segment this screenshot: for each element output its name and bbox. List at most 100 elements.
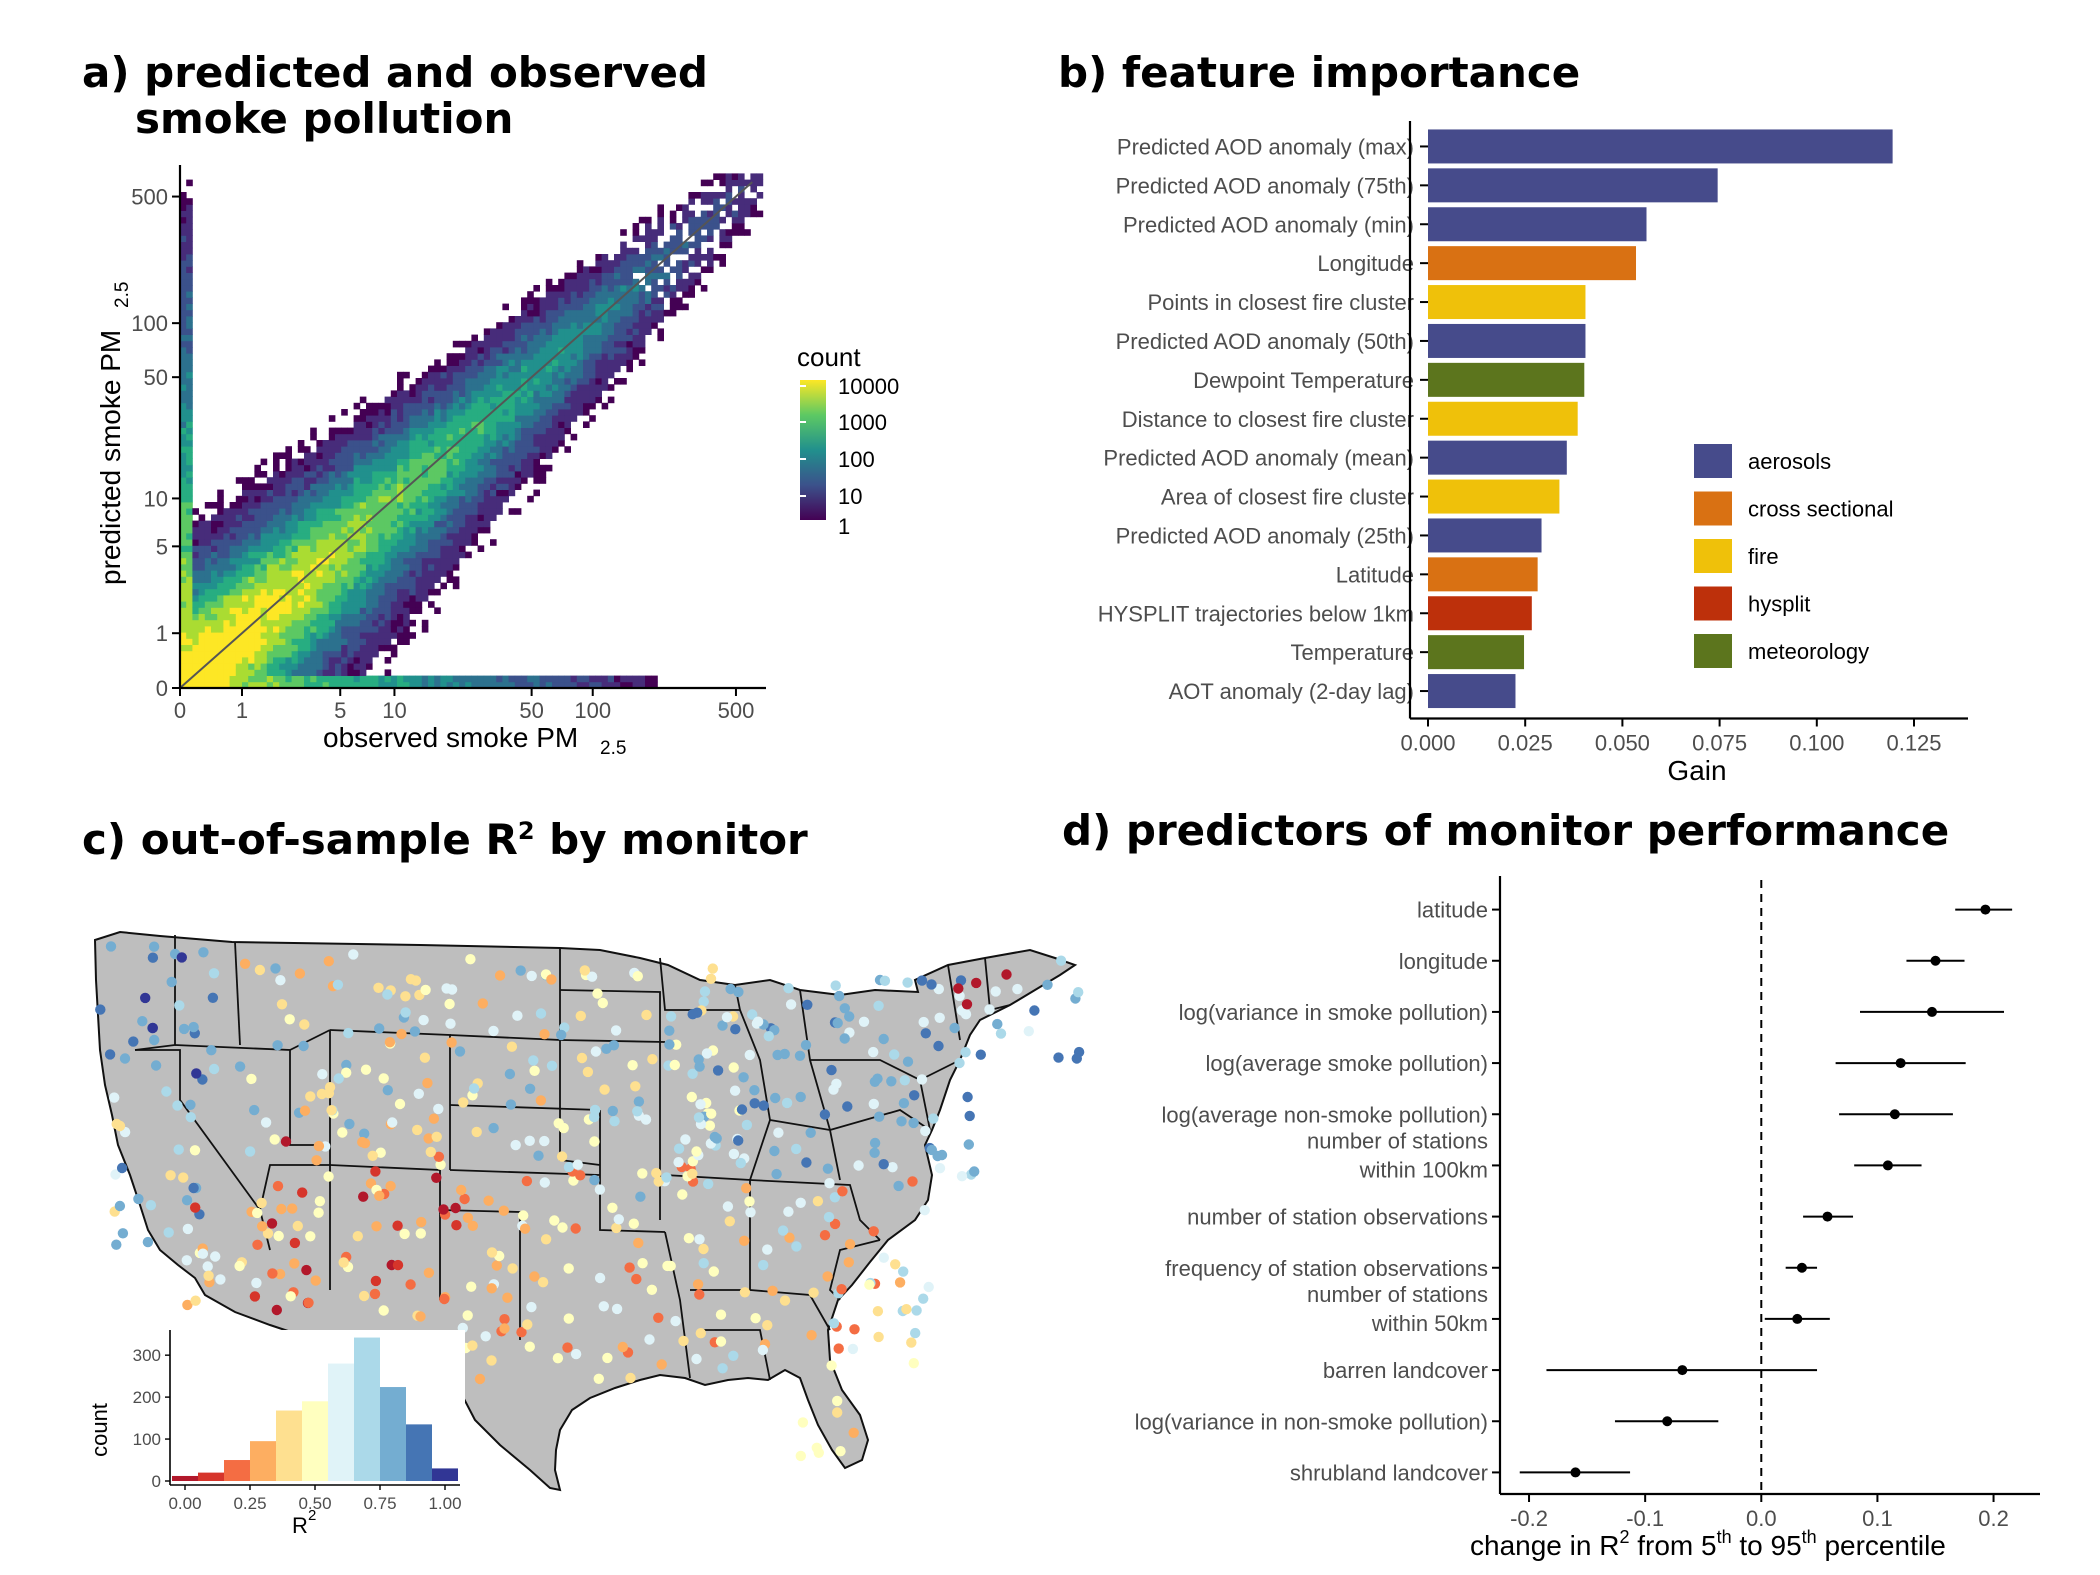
monitor-dot: [722, 1201, 734, 1212]
heatmap-cell: [626, 309, 633, 317]
heatmap-cell: [378, 508, 385, 515]
heatmap-cell: [223, 576, 230, 583]
heatmap-cell: [428, 433, 435, 441]
histogram-x-tick-label: 1.00: [428, 1494, 461, 1513]
heatmap-cell: [459, 402, 466, 410]
heatmap-cell: [452, 489, 460, 497]
monitor-dot: [271, 1304, 282, 1316]
heatmap-cell: [328, 502, 336, 509]
monitor-dot: [724, 1216, 735, 1227]
monitor-dot: [292, 1220, 303, 1232]
heatmap-cell: [328, 557, 336, 565]
heatmap-cell: [465, 514, 472, 521]
heatmap-cell: [744, 204, 751, 211]
monitor-dot: [438, 1204, 449, 1215]
monitor-dot: [518, 1210, 529, 1221]
heatmap-cell: [390, 415, 398, 422]
heatmap-cell: [186, 272, 193, 280]
heatmap-cell: [682, 247, 689, 255]
heatmap-cell: [452, 464, 460, 472]
heatmap-cell: [638, 303, 646, 311]
heatmap-cell: [707, 179, 714, 187]
heatmap-cell: [521, 316, 528, 323]
monitor-dot: [906, 1337, 917, 1348]
heatmap-cell: [335, 433, 342, 441]
heatmap-cell: [217, 557, 224, 565]
heatmap-cell: [198, 570, 206, 577]
heatmap-cell: [483, 359, 491, 366]
heatmap-cell: [347, 526, 354, 534]
y-tick-label: 100: [131, 311, 168, 336]
heatmap-cell: [384, 564, 392, 571]
heatmap-cell: [446, 458, 454, 466]
heatmap-cell: [620, 322, 627, 329]
heatmap-cell: [632, 681, 640, 689]
monitor-dot: [445, 1018, 456, 1029]
heatmap-cell: [459, 464, 466, 472]
heatmap-cell: [539, 681, 547, 689]
heatmap-cell: [471, 347, 478, 354]
heatmap-cell: [409, 402, 416, 410]
heatmap-cell: [620, 334, 627, 342]
heatmap-cell: [409, 384, 416, 391]
monitor-dot: [456, 1184, 467, 1196]
heatmap-cell: [744, 198, 751, 205]
heatmap-cell: [353, 675, 361, 683]
heatmap-cell: [359, 626, 367, 633]
heatmap-cell: [558, 427, 565, 435]
monitor-dot: [163, 1227, 174, 1238]
heatmap-cell: [335, 588, 342, 596]
heatmap-cell: [397, 464, 404, 472]
heatmap-cell: [446, 557, 454, 565]
heatmap-cell: [186, 291, 193, 298]
monitor-dot: [176, 952, 187, 963]
heatmap-cell: [353, 663, 361, 670]
heatmap-cell: [180, 427, 187, 435]
monitor-dot: [694, 1234, 705, 1245]
heatmap-cell: [700, 223, 708, 230]
heatmap-cell: [607, 291, 615, 298]
heatmap-cell: [731, 173, 739, 180]
heatmap-cell: [409, 632, 416, 639]
heatmap-cell: [471, 539, 478, 546]
heatmap-cell: [384, 626, 392, 633]
monitor-dot: [919, 1205, 930, 1216]
heatmap-cell: [657, 272, 664, 280]
heatmap-cell: [471, 483, 478, 490]
heatmap-cell: [304, 545, 311, 552]
heatmap-cell: [322, 539, 330, 546]
heatmap-cell: [304, 508, 311, 515]
heatmap-cell: [595, 316, 602, 323]
heatmap-cell: [353, 595, 361, 602]
heatmap-cell: [403, 495, 410, 503]
heatmap-cell: [614, 359, 621, 366]
heatmap-cell: [353, 440, 361, 447]
heatmap-cell: [465, 508, 472, 515]
heatmap-cell: [291, 619, 299, 627]
heatmap-cell: [186, 247, 193, 255]
monitor-dot: [422, 1077, 433, 1089]
heatmap-cell: [291, 533, 299, 540]
heatmap-cell: [285, 595, 292, 602]
heatmap-cell: [397, 396, 404, 404]
heatmap-cell: [700, 285, 708, 292]
heatmap-cell: [459, 446, 466, 453]
heatmap-cell: [533, 440, 540, 447]
histogram-x-tick-label: 0.00: [168, 1494, 201, 1513]
heatmap-cell: [514, 402, 522, 410]
heatmap-cell: [186, 601, 193, 608]
heatmap-cell: [434, 607, 441, 614]
heatmap-cell: [347, 644, 354, 652]
heatmap-cell: [310, 452, 317, 459]
heatmap-cell: [756, 179, 764, 187]
heatmap-cell: [310, 526, 317, 534]
monitor-dot: [741, 1119, 753, 1131]
heatmap-cell: [601, 675, 609, 683]
heatmap-cell: [254, 570, 261, 577]
heatmap-cell: [607, 278, 615, 286]
heatmap-cell: [397, 514, 404, 521]
heatmap-cell: [521, 359, 528, 366]
monitor-dot: [385, 1180, 396, 1192]
heatmap-cell: [328, 588, 336, 596]
heatmap-cell: [465, 533, 472, 540]
